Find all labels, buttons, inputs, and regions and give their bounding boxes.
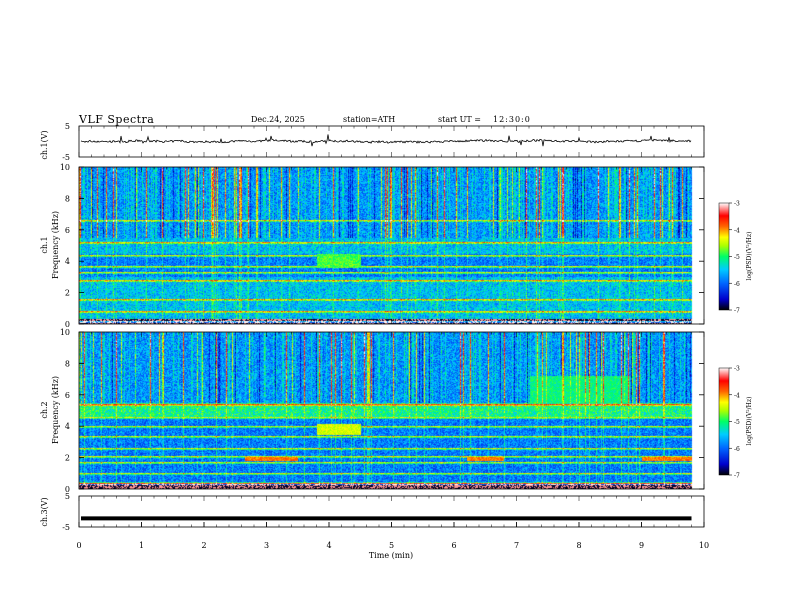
time-tick-label: 8 [576,541,581,550]
start-ut-value: 12:30:0 [493,115,531,124]
frequency-tick-label: 6 [65,226,70,235]
frequency-tick-label: 4 [65,257,70,266]
time-axis-label: Time (min) [369,551,413,560]
ch2-channel-label: ch.2 [40,401,49,418]
ch1-colorbar [718,202,730,311]
time-tick-label: 9 [639,541,644,550]
colorbar-tick-label: -4 [734,392,740,399]
frequency-tick-label: 6 [65,391,70,400]
time-tick-label: 10 [699,541,709,550]
ch1-spectrogram-image [79,167,704,324]
frequency-tick-label: 4 [65,422,70,431]
ch3-waveform-panel: ch.3(V) 5 -5 0 1 2 3 4 5 6 7 8 9 10 Time (min) [40,126,709,560]
ch1-frequency-axis-label: Frequency (kHz) [51,211,60,279]
frequency-tick-label: 10 [60,163,70,172]
colorbar-tick-label: -6 [734,281,740,288]
station-label: station=ATH [343,115,396,124]
frequency-tick-label: 0 [65,485,70,494]
ch2-frequency-axis-label: Frequency (kHz) [51,376,60,444]
frequency-tick-label: 2 [65,454,70,463]
colorbar-tick-label: -3 [734,366,740,373]
ch1-waveform-ylabel: ch.1(V) [40,130,49,159]
time-tick-label: 6 [451,541,456,550]
ch2-colorbar-label: log(PSD)(V²/Hz) [746,397,753,446]
colorbar-tick-label: -6 [734,446,740,453]
frequency-tick-label: 8 [65,359,70,368]
ch1-ytick-top: 5 [65,122,70,131]
ch1-colorbar-label: log(PSD)(V²/Hz) [746,232,753,281]
colorbar-tick-label: -5 [734,419,740,426]
colorbar-tick-label: -3 [734,201,740,208]
time-tick-label: 7 [514,541,519,550]
ch2-colorbar [718,367,730,476]
ch1-waveform-trace [80,134,692,147]
start-ut-label: start UT = [438,115,481,124]
ch1-ytick-bottom: -5 [62,153,70,162]
time-tick-label: 5 [389,541,394,550]
ch3-ytick-top: 5 [65,492,70,501]
ch2-spectrogram-image [79,332,704,489]
ch1-waveform-panel: ch.1(V) 5 -5 [40,122,705,162]
time-tick-label: 1 [139,541,144,550]
plot-title: VLF Spectra [79,113,155,126]
time-tick-label: 4 [326,541,331,550]
frequency-tick-label: 0 [65,320,70,329]
time-tick-label: 3 [264,541,269,550]
time-tick-label: 0 [76,541,81,550]
date-label: Dec.24, 2025 [251,115,305,124]
frequency-tick-label: 8 [65,194,70,203]
colorbar-tick-label: -4 [734,227,740,234]
time-tick-label: 2 [201,541,206,550]
colorbar-tick-label: -7 [734,308,740,315]
frequency-tick-label: 10 [60,328,70,337]
ch3-waveform-ylabel: ch.3(V) [40,497,49,526]
colorbar-tick-label: -7 [734,473,740,480]
ch1-channel-label: ch.1 [40,236,49,253]
colorbar-tick-label: -5 [734,254,740,261]
ch3-ytick-bottom: -5 [62,523,70,532]
frequency-tick-label: 2 [65,289,70,298]
